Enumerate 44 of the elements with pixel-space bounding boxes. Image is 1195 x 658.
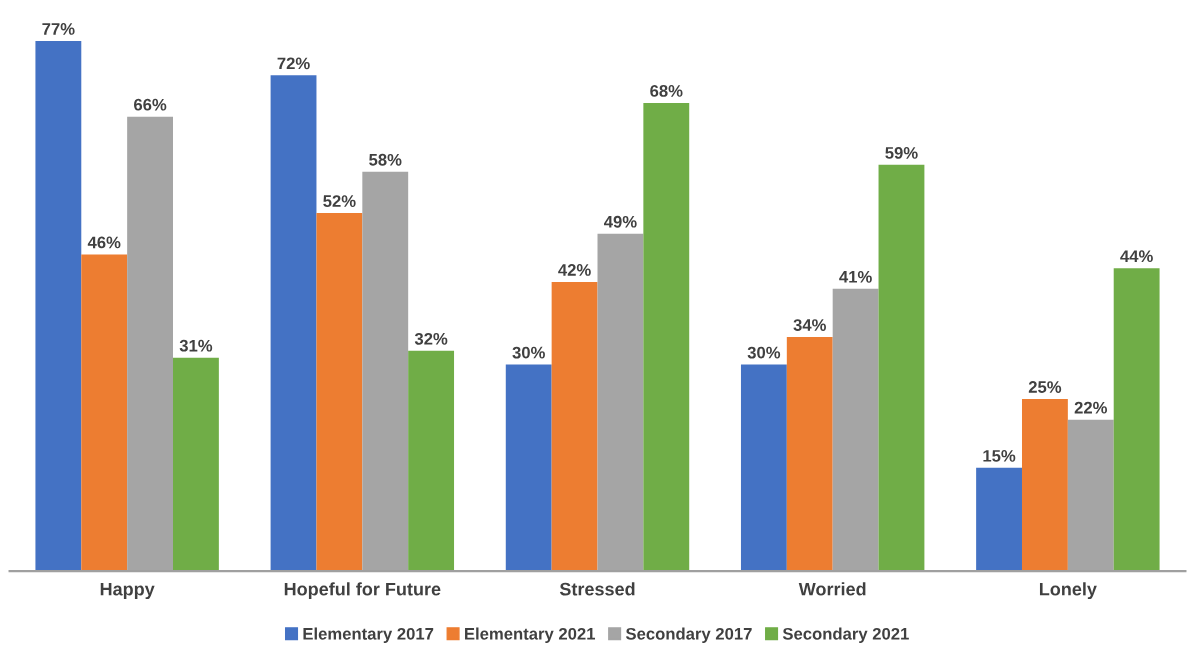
- data-label: 15%: [983, 450, 1016, 462]
- data-label: 49%: [604, 215, 637, 228]
- bar: [81, 254, 128, 572]
- legend-label: Elementary 2021: [465, 627, 596, 643]
- data-label: 59%: [885, 146, 918, 159]
- legend-label: Elementary 2017: [303, 627, 434, 643]
- bar: [878, 164, 925, 572]
- bar: [270, 75, 317, 572]
- data-label: 44%: [1120, 250, 1153, 263]
- bar: [408, 350, 455, 572]
- data-label: 66%: [134, 98, 167, 111]
- x-tick-label: Happy: [100, 582, 155, 600]
- data-label: 52%: [323, 195, 356, 207]
- bar: [505, 364, 552, 572]
- data-label: 41%: [839, 270, 872, 283]
- bar: [740, 364, 787, 572]
- data-label: 31%: [179, 339, 213, 352]
- data-label: 22%: [1074, 401, 1108, 414]
- legend-label: Secondary 2017: [625, 627, 752, 643]
- data-label: 68%: [650, 85, 683, 97]
- data-label: 46%: [87, 236, 121, 249]
- data-label: 42%: [558, 264, 591, 276]
- x-tick-label: Lonely: [1039, 582, 1097, 600]
- data-label: 30%: [747, 346, 781, 359]
- data-label: 58%: [369, 153, 402, 166]
- bar: [173, 357, 219, 572]
- bar: [316, 213, 363, 572]
- bar: [786, 337, 833, 572]
- bar: [1021, 398, 1068, 572]
- bar: [976, 467, 1022, 572]
- data-label: 34%: [793, 319, 826, 331]
- x-tick-label: Stressed: [559, 582, 635, 596]
- bar: [1113, 268, 1160, 572]
- bar: [551, 281, 598, 572]
- data-label: 72%: [277, 57, 310, 70]
- bar: [643, 102, 690, 572]
- data-label: 30%: [512, 346, 545, 359]
- bar: [35, 40, 82, 572]
- data-label: 77%: [42, 23, 75, 35]
- x-tick-label: Hopeful for Future: [284, 582, 441, 600]
- x-tick-label: Worried: [798, 582, 866, 596]
- legend-label: Secondary 2021: [782, 627, 909, 643]
- data-label: 25%: [1028, 381, 1062, 393]
- data-label: 32%: [414, 332, 448, 345]
